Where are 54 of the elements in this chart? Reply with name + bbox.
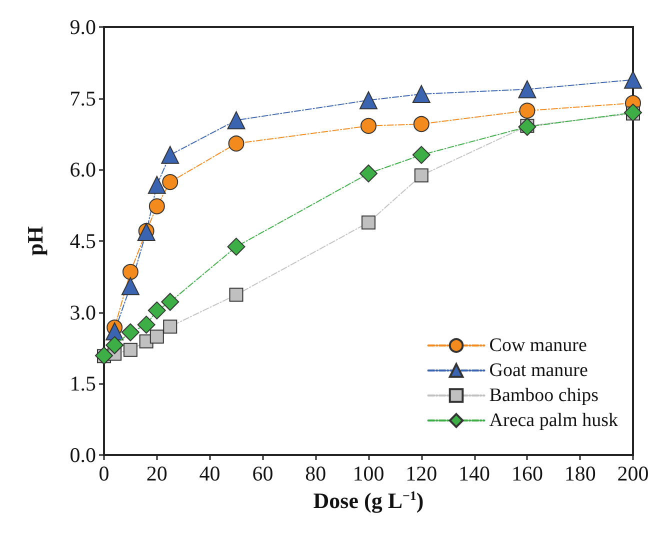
point xyxy=(122,264,138,280)
x-tick-label: 80 xyxy=(305,462,326,486)
y-tick-label: 7.5 xyxy=(70,86,96,110)
point xyxy=(161,292,180,311)
y-tick-label: 0.0 xyxy=(70,443,96,467)
point xyxy=(227,238,246,256)
x-tick-label: 0 xyxy=(98,462,110,486)
x-tick-label: 100 xyxy=(352,462,384,486)
point xyxy=(362,215,376,230)
point xyxy=(360,91,378,110)
y-tick-label: 3.0 xyxy=(70,300,96,324)
x-tick-label: 120 xyxy=(406,462,438,486)
point xyxy=(412,85,430,104)
point xyxy=(148,198,165,214)
point xyxy=(148,176,166,194)
point xyxy=(123,342,138,357)
x-tick-label: 200 xyxy=(617,462,649,486)
point xyxy=(227,111,246,130)
point xyxy=(360,118,376,134)
point xyxy=(412,146,430,164)
point xyxy=(163,320,178,334)
point xyxy=(106,336,124,354)
point xyxy=(148,301,166,320)
point xyxy=(414,168,428,182)
x-tick-label: 60 xyxy=(252,462,274,486)
legend-label: Areca palm husk xyxy=(489,410,618,431)
point xyxy=(121,323,140,342)
point xyxy=(150,330,164,344)
point xyxy=(518,80,536,98)
legend-label: Goat manure xyxy=(489,360,588,381)
point xyxy=(137,316,156,334)
y-tick-label: 6.0 xyxy=(70,158,96,182)
point xyxy=(121,277,140,296)
point xyxy=(413,116,430,132)
point xyxy=(228,136,244,152)
y-tick-label: 9.0 xyxy=(70,15,96,39)
point xyxy=(624,104,642,122)
x-tick-label: 40 xyxy=(199,462,220,486)
point xyxy=(162,174,178,190)
point xyxy=(161,146,180,164)
y-axis-title: pH xyxy=(22,226,48,256)
y-tick-label: 1.5 xyxy=(70,372,96,396)
point xyxy=(229,288,244,302)
point xyxy=(624,70,642,89)
x-tick-label: 20 xyxy=(146,462,168,486)
x-tick-label: 180 xyxy=(564,462,596,486)
x-tick-label: 140 xyxy=(458,462,490,486)
point xyxy=(360,164,378,182)
legend-label: Cow manure xyxy=(489,335,587,356)
point xyxy=(519,102,536,119)
y-tick-label: 4.5 xyxy=(70,229,96,253)
x-tick-label: 160 xyxy=(511,462,543,486)
point xyxy=(518,118,536,136)
legend-label: Bamboo chips xyxy=(489,385,599,406)
